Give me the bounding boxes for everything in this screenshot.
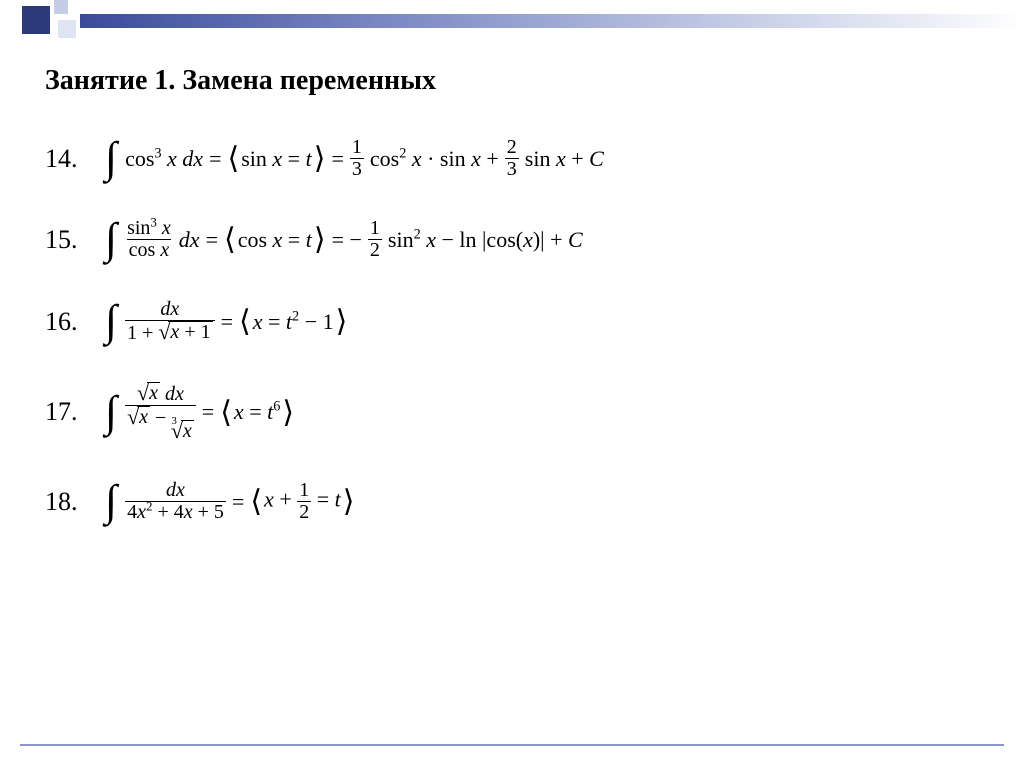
problem-number: 18. xyxy=(45,487,105,517)
problem-number: 15. xyxy=(45,225,105,255)
equation: ∫ dx 1 + √x + 1 = x = t2 − 1 xyxy=(105,299,347,344)
problem-number: 14. xyxy=(45,144,105,174)
equation: ∫ sin3 x cos x dx = cos x = t = − 12 sin… xyxy=(105,218,583,261)
problem-row: 16. ∫ dx 1 + √x + 1 = x = t2 − 1 xyxy=(45,299,984,344)
problem-row: 15. ∫ sin3 x cos x dx = cos x = t = − 12… xyxy=(45,218,984,261)
equation: ∫ dx 4x2 + 4x + 5 = x + 12 = t xyxy=(105,480,355,523)
decor-square-dark xyxy=(22,6,50,34)
equation: ∫ cos3 x dx = sin x = t = 13 cos2 x · si… xyxy=(105,137,604,180)
problem-row: 17. ∫ √x dx √x − 3√x = x = t6 xyxy=(45,382,984,442)
header-decor xyxy=(0,0,1024,42)
decor-gradient-bar xyxy=(80,14,1024,28)
slide-content: Занятие 1. Замена переменных 14. ∫ cos3 … xyxy=(45,65,984,561)
problem-row: 18. ∫ dx 4x2 + 4x + 5 = x + 12 = t xyxy=(45,480,984,523)
problem-number: 17. xyxy=(45,397,105,427)
footer-line xyxy=(20,744,1004,746)
decor-square-light xyxy=(54,0,68,14)
decor-square-light2 xyxy=(58,20,76,38)
equation: ∫ √x dx √x − 3√x = x = t6 xyxy=(105,382,294,442)
page-title: Занятие 1. Замена переменных xyxy=(45,65,984,97)
problem-number: 16. xyxy=(45,307,105,337)
problem-row: 14. ∫ cos3 x dx = sin x = t = 13 cos2 x … xyxy=(45,137,984,180)
